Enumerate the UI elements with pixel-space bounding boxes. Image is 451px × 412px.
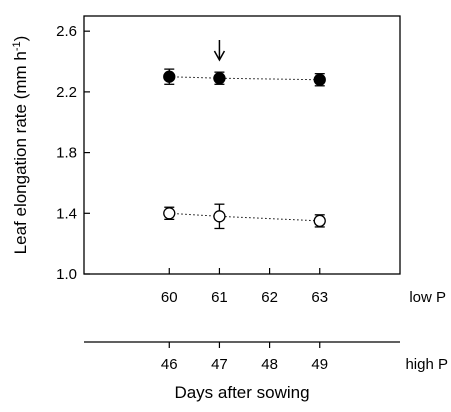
annotation-arrow (213, 40, 226, 62)
data-point-open (213, 210, 226, 223)
plot-frame (83, 15, 401, 275)
high-p-tick-label: 49 (311, 356, 328, 373)
series-connectors (169, 76, 320, 222)
low-p-tick-label: 62 (261, 289, 278, 306)
y-axis-label: Leaf elongation rate (mm h-1) (11, 36, 30, 255)
y-tick-label: 2.2 (56, 84, 77, 101)
high-p-tick-label: 48 (261, 356, 278, 373)
high-p-tick-label: 47 (211, 356, 228, 373)
low-p-axis-label: low P (409, 289, 446, 306)
low-p-tick-label: 63 (311, 289, 328, 306)
series-1-connector (169, 76, 320, 81)
low-p-axis-ticks: 60 61 62 63 (161, 268, 328, 306)
y-tick-label: 1.8 (56, 145, 77, 162)
high-p-axis-ticks: 46 47 48 49 (161, 342, 328, 373)
high-p-axis-label: high P (405, 356, 448, 373)
y-tick-label: 1.4 (56, 205, 77, 222)
low-p-tick-label: 61 (211, 289, 228, 306)
y-tick-label: 2.6 (56, 23, 77, 40)
data-point-filled (213, 72, 226, 85)
data-points (163, 68, 326, 230)
data-point-filled (313, 73, 326, 86)
data-point-open (313, 214, 326, 228)
x-axis-label: Days after sowing (174, 383, 309, 402)
arrow-head (213, 50, 226, 62)
y-tick-label: 1.0 (56, 266, 77, 283)
data-point-open (163, 207, 176, 220)
low-p-tick-label: 60 (161, 289, 178, 306)
series-2-connector (169, 212, 320, 222)
high-p-tick-label: 46 (161, 356, 178, 373)
data-point-filled (163, 70, 176, 83)
y-axis-ticks: 1.0 1.4 1.8 2.2 2.6 (56, 23, 90, 283)
